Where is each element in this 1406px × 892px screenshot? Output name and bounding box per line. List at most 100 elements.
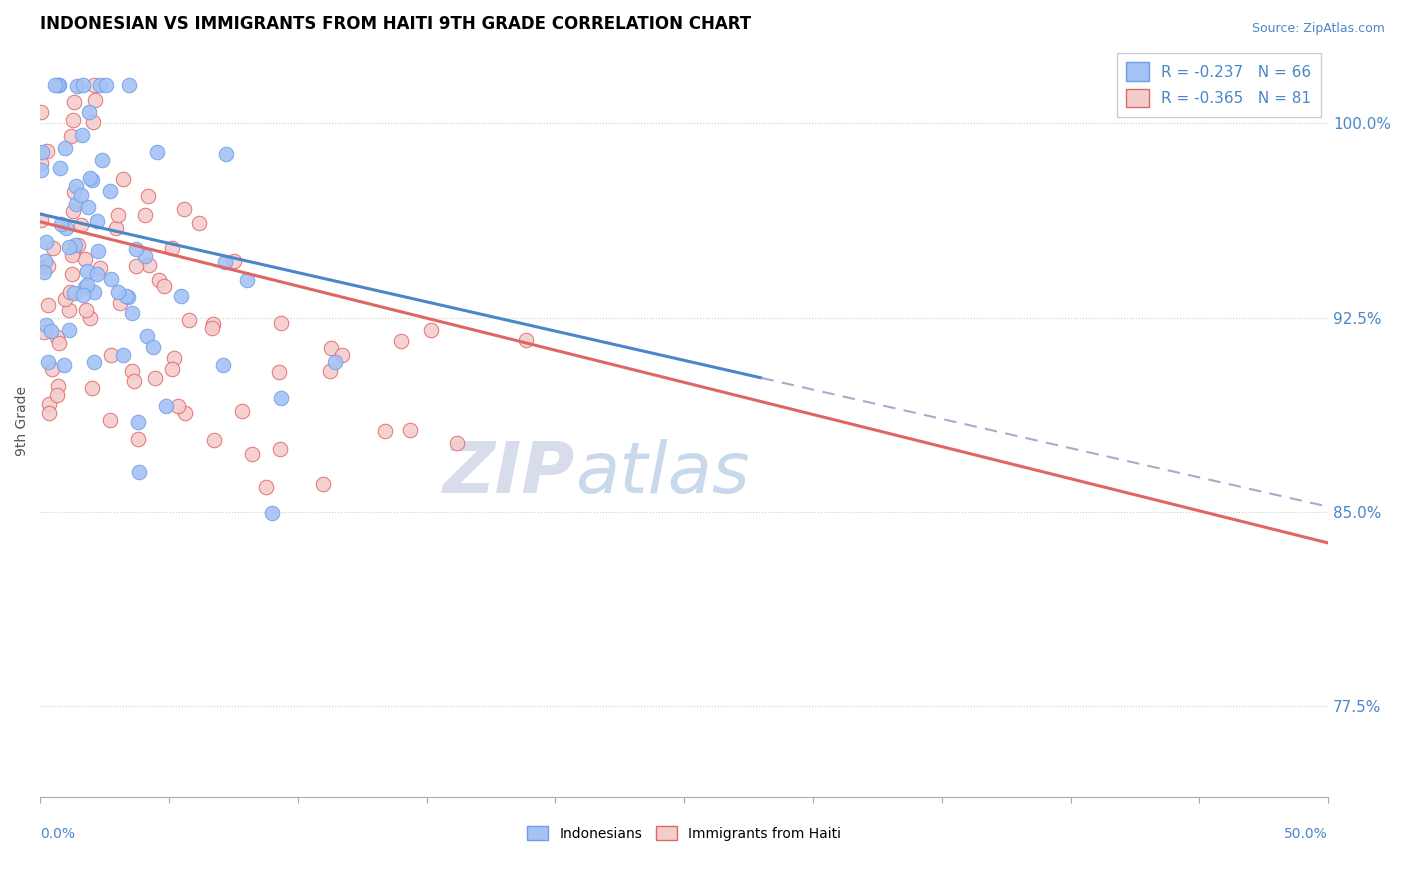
Point bbox=[75, 302, 97, 317]
Point bbox=[125, 259, 148, 273]
Point bbox=[124, 243, 146, 257]
Point bbox=[121, 364, 143, 378]
Point bbox=[41, 362, 63, 376]
Point bbox=[89, 261, 111, 276]
Point bbox=[134, 249, 156, 263]
Point bbox=[170, 288, 193, 302]
Point bbox=[60, 248, 83, 262]
Point bbox=[30, 104, 52, 119]
Point bbox=[98, 413, 121, 427]
Point bbox=[236, 273, 259, 287]
Point bbox=[72, 78, 94, 92]
Point bbox=[110, 295, 132, 310]
Point bbox=[121, 306, 143, 320]
Point bbox=[118, 78, 141, 92]
Point bbox=[117, 290, 139, 304]
Point bbox=[136, 329, 159, 343]
Point bbox=[100, 272, 122, 286]
Point bbox=[177, 313, 200, 327]
Point bbox=[65, 179, 87, 194]
Point bbox=[53, 140, 76, 154]
Point bbox=[37, 298, 59, 312]
Point bbox=[60, 128, 83, 143]
Point bbox=[224, 253, 246, 268]
Point bbox=[214, 255, 236, 269]
Point bbox=[32, 260, 55, 275]
Point bbox=[38, 406, 60, 420]
Text: 50.0%: 50.0% bbox=[1285, 827, 1329, 841]
Point bbox=[270, 316, 292, 330]
Point bbox=[162, 362, 184, 376]
Point bbox=[60, 267, 83, 281]
Point bbox=[114, 289, 136, 303]
Point bbox=[267, 365, 290, 379]
Point bbox=[44, 78, 66, 92]
Y-axis label: 9th Grade: 9th Grade bbox=[15, 386, 30, 456]
Point bbox=[58, 303, 80, 318]
Point bbox=[389, 334, 412, 349]
Point bbox=[86, 214, 108, 228]
Point bbox=[111, 348, 134, 362]
Point bbox=[124, 374, 146, 388]
Point bbox=[374, 424, 396, 438]
Text: INDONESIAN VS IMMIGRANTS FROM HAITI 9TH GRADE CORRELATION CHART: INDONESIAN VS IMMIGRANTS FROM HAITI 9TH … bbox=[41, 15, 751, 33]
Point bbox=[127, 416, 149, 430]
Point bbox=[138, 258, 160, 272]
Point bbox=[58, 323, 80, 337]
Point bbox=[53, 292, 76, 306]
Point bbox=[35, 144, 58, 158]
Point bbox=[48, 335, 70, 350]
Point bbox=[254, 480, 277, 494]
Text: Source: ZipAtlas.com: Source: ZipAtlas.com bbox=[1251, 22, 1385, 36]
Point bbox=[153, 278, 176, 293]
Point bbox=[142, 340, 165, 354]
Point bbox=[63, 185, 86, 199]
Point bbox=[146, 145, 169, 159]
Point bbox=[49, 161, 72, 176]
Point bbox=[46, 78, 69, 92]
Point bbox=[82, 115, 104, 129]
Point bbox=[319, 341, 342, 355]
Point bbox=[72, 288, 94, 302]
Point bbox=[46, 330, 69, 344]
Point bbox=[446, 435, 468, 450]
Point bbox=[86, 267, 108, 281]
Point bbox=[37, 259, 59, 273]
Point bbox=[76, 264, 98, 278]
Point bbox=[73, 279, 96, 293]
Point bbox=[134, 209, 156, 223]
Point bbox=[163, 351, 186, 366]
Point bbox=[30, 212, 52, 227]
Point bbox=[136, 189, 159, 203]
Point bbox=[515, 333, 537, 347]
Point bbox=[107, 285, 129, 299]
Point bbox=[48, 78, 70, 92]
Point bbox=[215, 147, 238, 161]
Point bbox=[49, 217, 72, 231]
Point bbox=[62, 244, 84, 259]
Point bbox=[82, 173, 104, 187]
Point bbox=[107, 208, 129, 222]
Point bbox=[100, 348, 122, 362]
Point bbox=[63, 95, 86, 109]
Point bbox=[83, 285, 105, 299]
Text: ZIP: ZIP bbox=[443, 439, 575, 508]
Point bbox=[173, 202, 195, 216]
Point bbox=[79, 310, 101, 325]
Point bbox=[260, 507, 283, 521]
Point bbox=[111, 172, 134, 186]
Point bbox=[76, 277, 98, 292]
Point bbox=[420, 323, 443, 337]
Point bbox=[94, 78, 117, 92]
Point bbox=[98, 184, 121, 198]
Point bbox=[62, 285, 84, 300]
Point bbox=[70, 187, 93, 202]
Point bbox=[62, 203, 84, 218]
Point bbox=[188, 216, 211, 230]
Point bbox=[46, 387, 69, 401]
Point bbox=[90, 153, 112, 167]
Point bbox=[55, 221, 77, 235]
Point bbox=[59, 285, 82, 299]
Point bbox=[70, 219, 93, 233]
Point bbox=[83, 78, 105, 92]
